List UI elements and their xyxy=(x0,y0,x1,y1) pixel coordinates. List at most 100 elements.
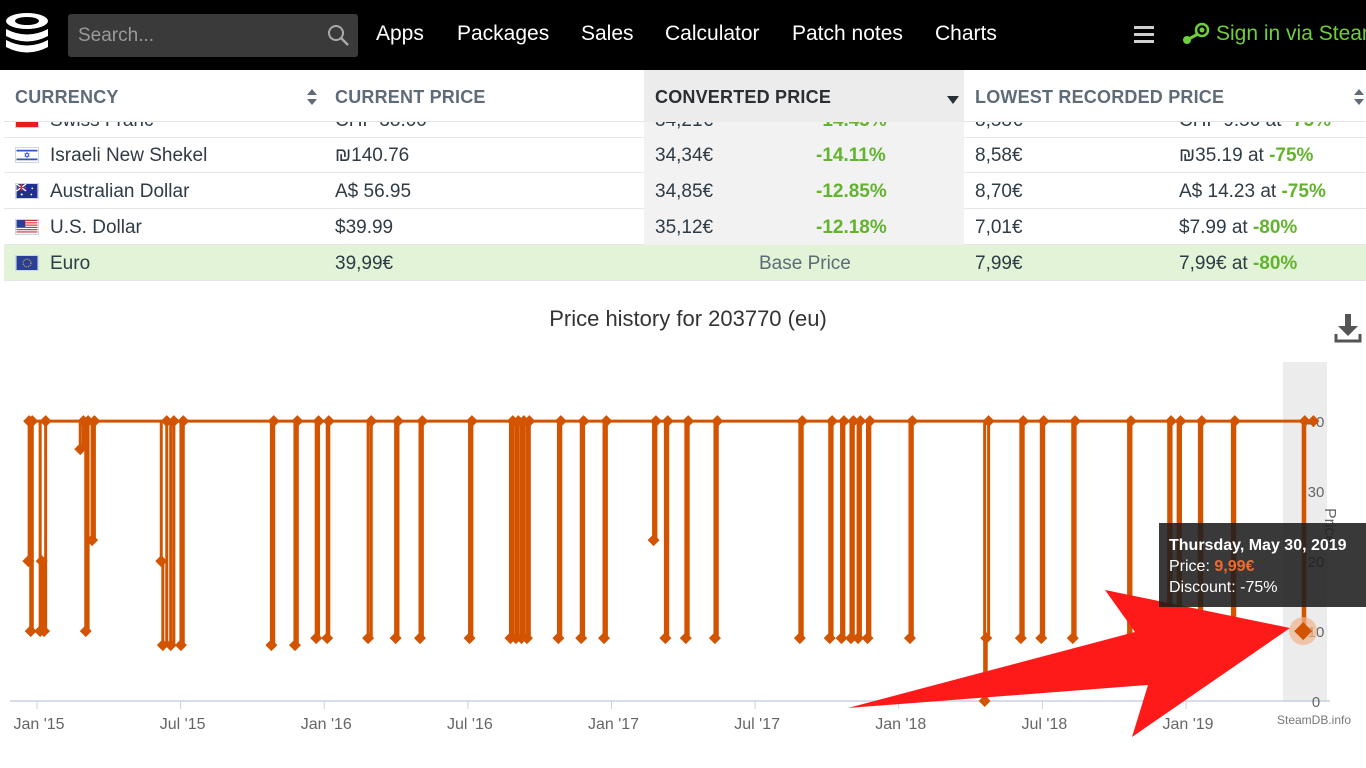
data-point-marker xyxy=(174,639,187,652)
x-tick-label: Jan '19 xyxy=(1162,716,1213,733)
data-point-marker xyxy=(1307,415,1320,428)
data-point-marker xyxy=(164,639,177,652)
lowest-detail: A$ 14.23 at -75% xyxy=(1179,181,1326,203)
data-point-marker xyxy=(365,415,378,428)
data-point-marker xyxy=(844,632,857,645)
x-tick-label: Jan '15 xyxy=(13,716,64,733)
sort-desc-icon[interactable] xyxy=(947,96,959,104)
data-point-marker xyxy=(391,415,404,428)
data-point-marker xyxy=(982,415,995,428)
data-point-marker xyxy=(649,415,662,428)
nav-calculator[interactable]: Calculator xyxy=(665,22,760,45)
data-point-marker xyxy=(88,415,101,428)
data-point-marker xyxy=(35,555,48,568)
current-price: A$ 56.95 xyxy=(335,181,412,202)
price-table: CURRENCY CURRENT PRICE CONVERTED PRICE L… xyxy=(4,70,1366,282)
data-point-marker xyxy=(835,632,848,645)
nav-apps[interactable]: Apps xyxy=(376,22,424,45)
data-point-marker xyxy=(265,639,278,652)
data-point-marker xyxy=(156,639,169,652)
header-lowest-price[interactable]: LOWEST RECORDED PRICE xyxy=(964,70,1366,122)
lowest-price: 7,99€ xyxy=(975,253,1023,274)
data-point-marker xyxy=(682,415,695,428)
data-point-marker xyxy=(552,632,565,645)
data-point-marker xyxy=(1298,415,1311,428)
data-point-marker xyxy=(1165,415,1178,428)
data-point-marker xyxy=(1124,415,1137,428)
table-row-base: Euro 39,99€ Base Price 7,99€ 7,99€ at -8… xyxy=(4,245,1366,281)
y-tick-label: 30 xyxy=(1308,484,1325,501)
data-point-marker xyxy=(288,639,301,652)
data-point-marker xyxy=(1014,632,1027,645)
header-converted-price[interactable]: CONVERTED PRICE xyxy=(644,70,964,122)
table-header: CURRENCY CURRENT PRICE CONVERTED PRICE L… xyxy=(4,70,1366,122)
steamdb-logo-icon[interactable] xyxy=(2,12,52,58)
nav-charts[interactable]: Charts xyxy=(935,22,997,45)
data-point-marker xyxy=(863,415,876,428)
header-converted-label: CONVERTED PRICE xyxy=(655,87,832,107)
sort-icon[interactable] xyxy=(307,89,317,105)
converted-column-bg xyxy=(644,209,964,245)
chart-title: Price history for 203770 (eu) xyxy=(549,306,827,331)
menu-icon[interactable] xyxy=(1134,26,1154,44)
data-point-marker xyxy=(906,415,919,428)
currency-name: Israeli New Shekel xyxy=(50,145,208,166)
search-input[interactable]: Search... xyxy=(78,25,155,46)
data-point-marker xyxy=(155,555,168,568)
lowest-detail: $7.99 at -80% xyxy=(1179,217,1297,239)
currency-name: U.S. Dollar xyxy=(50,217,142,238)
search-box[interactable]: Search... xyxy=(68,14,358,57)
currency-name: Euro xyxy=(50,253,91,274)
data-point-marker xyxy=(978,695,991,707)
tooltip-price-value: 9,99€ xyxy=(1214,558,1255,575)
data-point-marker xyxy=(321,632,334,645)
download-icon[interactable] xyxy=(1334,312,1362,344)
nav-packages[interactable]: Packages xyxy=(457,22,550,45)
nav-patch-notes[interactable]: Patch notes xyxy=(792,22,903,45)
tooltip-price-label: Price: xyxy=(1169,558,1210,575)
base-price-label: Base Price xyxy=(759,253,851,274)
lowest-pct: -75% xyxy=(1281,181,1326,202)
header-currency[interactable]: CURRENCY xyxy=(4,70,324,122)
table-row: U.S. Dollar $39.99 35,12€ -12.18% 7,01€ … xyxy=(4,209,1366,245)
data-point-marker xyxy=(82,415,95,428)
data-point-marker xyxy=(600,415,613,428)
annotation-arrow xyxy=(848,590,1290,737)
header-current-price[interactable]: CURRENT PRICE xyxy=(324,70,644,122)
data-point-marker xyxy=(465,415,478,428)
search-icon[interactable] xyxy=(326,23,350,47)
flag-au-icon xyxy=(15,183,39,199)
converted-price: 34,85€ xyxy=(655,181,714,202)
data-point-marker xyxy=(26,415,39,428)
converted-price: 34,34€ xyxy=(655,145,714,166)
lowest-price: 7,01€ xyxy=(975,217,1023,238)
lowest-at: A$ 14.23 at xyxy=(1179,181,1277,202)
data-point-marker xyxy=(160,415,173,428)
sort-icon[interactable] xyxy=(1354,89,1364,105)
lowest-pct: -80% xyxy=(1252,217,1298,238)
data-point-marker xyxy=(793,632,806,645)
x-tick-label: Jul '16 xyxy=(447,716,493,733)
flag-eu-icon xyxy=(15,255,39,271)
data-point-marker xyxy=(39,415,52,428)
data-point-marker xyxy=(1228,415,1241,428)
x-tick-label: Jul '18 xyxy=(1022,716,1068,733)
lowest-at: 7,99€ at xyxy=(1179,253,1248,274)
lowest-at: ₪35.19 at xyxy=(1179,145,1264,166)
lowest-at: $7.99 at xyxy=(1179,217,1248,238)
data-point-marker xyxy=(575,632,588,645)
data-point-marker xyxy=(414,632,426,645)
data-point-marker xyxy=(1017,415,1030,428)
nav-sales[interactable]: Sales xyxy=(581,22,634,45)
x-tick-label: Jan '16 xyxy=(301,716,352,733)
converted-column-bg xyxy=(644,137,964,173)
tooltip-price: Price: 9,99€ xyxy=(1169,556,1356,577)
data-point-marker xyxy=(577,415,590,428)
currency-name: Australian Dollar xyxy=(50,181,190,202)
data-point-marker xyxy=(267,415,280,428)
data-point-marker xyxy=(322,415,335,428)
converted-pct: -12.18% xyxy=(816,217,887,238)
data-point-marker xyxy=(312,415,325,428)
data-point-marker xyxy=(659,632,672,645)
